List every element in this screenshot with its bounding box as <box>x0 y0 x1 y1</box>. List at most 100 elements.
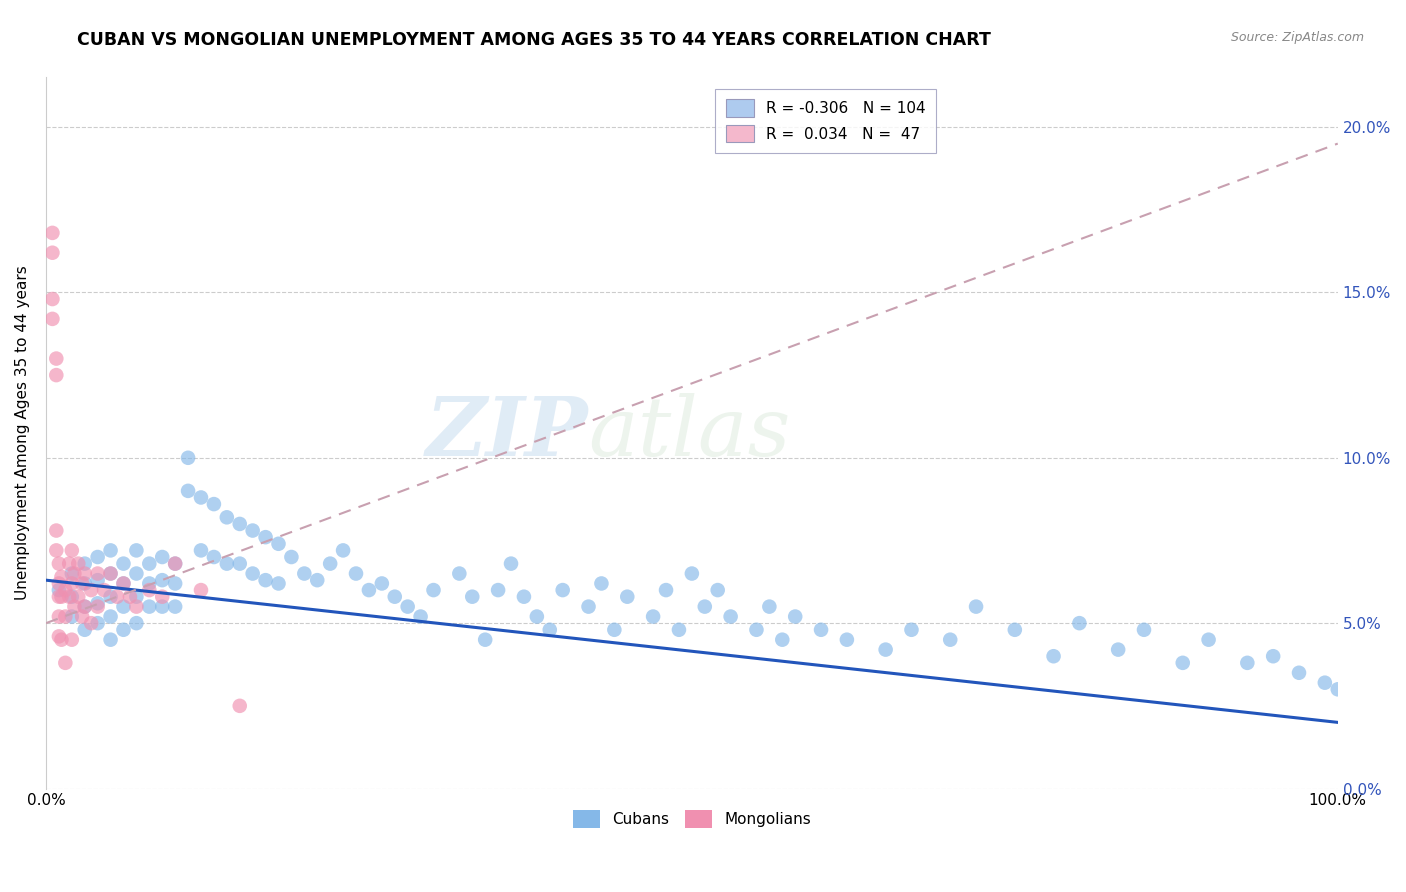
Point <box>138 583 160 598</box>
Point <box>242 566 264 581</box>
Point <box>215 510 238 524</box>
Point <box>229 557 252 571</box>
Point <box>53 583 76 598</box>
Point <box>93 583 115 598</box>
Point <box>112 557 135 571</box>
Point <box>86 573 108 587</box>
Point <box>292 566 315 581</box>
Point <box>643 609 665 624</box>
Point <box>1288 665 1310 680</box>
Point <box>58 557 80 571</box>
Point <box>48 557 70 571</box>
Point <box>100 609 122 624</box>
Point <box>165 557 187 571</box>
Point <box>60 632 83 647</box>
Point <box>60 609 83 624</box>
Point <box>229 516 252 531</box>
Point <box>150 573 173 587</box>
Point <box>138 557 160 571</box>
Point <box>150 549 173 564</box>
Point <box>51 570 73 584</box>
Point <box>254 530 277 544</box>
Point <box>810 623 832 637</box>
Point <box>499 557 522 571</box>
Point <box>86 566 108 581</box>
Point <box>112 576 135 591</box>
Point <box>41 226 63 240</box>
Point <box>73 623 96 637</box>
Point <box>63 566 86 581</box>
Point <box>165 557 187 571</box>
Point <box>63 599 86 614</box>
Point <box>513 590 536 604</box>
Point <box>73 599 96 614</box>
Point <box>396 599 419 614</box>
Point <box>939 632 962 647</box>
Point <box>125 616 148 631</box>
Point <box>100 566 122 581</box>
Point <box>86 549 108 564</box>
Point <box>202 497 225 511</box>
Point <box>45 543 67 558</box>
Point <box>1171 656 1194 670</box>
Point <box>80 583 103 598</box>
Point <box>150 590 173 604</box>
Point <box>384 590 406 604</box>
Point <box>73 557 96 571</box>
Point <box>758 599 780 614</box>
Point <box>138 576 160 591</box>
Point <box>58 590 80 604</box>
Point <box>770 632 793 647</box>
Point <box>215 557 238 571</box>
Point <box>1263 649 1285 664</box>
Point <box>45 524 67 538</box>
Point <box>177 450 200 465</box>
Text: atlas: atlas <box>589 393 792 473</box>
Point <box>900 623 922 637</box>
Point <box>254 573 277 587</box>
Point <box>190 543 212 558</box>
Point <box>706 583 728 598</box>
Point <box>45 351 67 366</box>
Point <box>357 583 380 598</box>
Point <box>51 632 73 647</box>
Point <box>86 599 108 614</box>
Point <box>60 566 83 581</box>
Point <box>125 590 148 604</box>
Point <box>409 609 432 624</box>
Point <box>1198 632 1220 647</box>
Point <box>875 642 897 657</box>
Point <box>48 583 70 598</box>
Point <box>242 524 264 538</box>
Point <box>100 632 122 647</box>
Point <box>190 583 212 598</box>
Point <box>125 599 148 614</box>
Point <box>60 590 83 604</box>
Point <box>86 596 108 610</box>
Point <box>112 599 135 614</box>
Point <box>371 576 394 591</box>
Point <box>125 566 148 581</box>
Point <box>118 590 141 604</box>
Point <box>307 573 329 587</box>
Point <box>48 629 70 643</box>
Point <box>1313 675 1336 690</box>
Point <box>591 576 613 591</box>
Point <box>1004 623 1026 637</box>
Point <box>681 566 703 581</box>
Point <box>177 483 200 498</box>
Point <box>319 557 342 571</box>
Point <box>965 599 987 614</box>
Point <box>100 590 122 604</box>
Point <box>165 599 187 614</box>
Point <box>1042 649 1064 664</box>
Point <box>745 623 768 637</box>
Point <box>267 537 290 551</box>
Point <box>1326 682 1348 697</box>
Point <box>60 576 83 591</box>
Text: Source: ZipAtlas.com: Source: ZipAtlas.com <box>1230 31 1364 45</box>
Point <box>1069 616 1091 631</box>
Point <box>616 590 638 604</box>
Point <box>73 576 96 591</box>
Point <box>486 583 509 598</box>
